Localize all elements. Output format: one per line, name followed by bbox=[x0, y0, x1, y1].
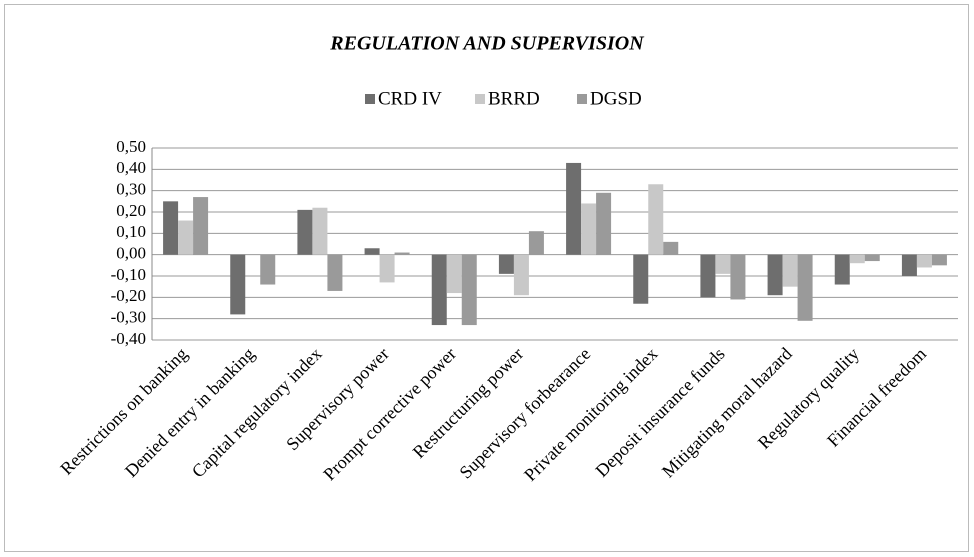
bar bbox=[782, 254, 798, 287]
bar bbox=[864, 254, 880, 262]
bar bbox=[767, 254, 783, 296]
y-tick-label: 0,10 bbox=[116, 222, 146, 241]
bar bbox=[230, 254, 246, 315]
y-tick-label: 0,30 bbox=[116, 180, 146, 199]
bar bbox=[730, 254, 746, 300]
bar bbox=[297, 209, 313, 255]
bar bbox=[715, 254, 731, 274]
bar bbox=[327, 254, 343, 291]
y-tick-label: -0,20 bbox=[111, 286, 146, 305]
bar bbox=[581, 203, 597, 255]
bar bbox=[364, 248, 380, 255]
bar bbox=[498, 254, 514, 274]
bar bbox=[260, 254, 276, 285]
legend-label: CRD IV bbox=[378, 88, 442, 109]
bar bbox=[178, 220, 194, 255]
chart-frame bbox=[4, 4, 969, 552]
y-tick-label: -0,10 bbox=[111, 265, 146, 284]
bar bbox=[446, 254, 462, 294]
legend-swatch bbox=[475, 94, 485, 104]
bar bbox=[849, 254, 865, 264]
bar bbox=[394, 252, 410, 255]
bar bbox=[431, 254, 447, 326]
bar bbox=[528, 231, 544, 255]
bar bbox=[797, 254, 813, 321]
bar bbox=[633, 254, 649, 304]
bar bbox=[461, 254, 477, 326]
legend-swatch bbox=[577, 94, 587, 104]
bar bbox=[379, 254, 395, 283]
legend-label: BRRD bbox=[488, 88, 540, 109]
y-tick-label: 0,00 bbox=[116, 244, 146, 263]
bar bbox=[834, 254, 850, 285]
y-tick-label: 0,20 bbox=[116, 201, 146, 220]
bar bbox=[931, 254, 947, 266]
y-tick-label: 0,40 bbox=[116, 158, 146, 177]
bar bbox=[163, 201, 179, 255]
bar bbox=[193, 197, 209, 255]
y-tick-label: 0,50 bbox=[116, 137, 146, 156]
legend-label: DGSD bbox=[590, 88, 642, 109]
legend-swatch bbox=[365, 94, 375, 104]
chart-title: REGULATION AND SUPERVISION bbox=[329, 33, 645, 55]
bar bbox=[312, 207, 328, 255]
bar bbox=[901, 254, 917, 276]
y-tick-label: -0,30 bbox=[111, 308, 146, 327]
bar bbox=[596, 192, 612, 255]
bar bbox=[648, 184, 664, 255]
y-tick-label: -0,40 bbox=[111, 329, 146, 348]
bar bbox=[700, 254, 716, 298]
bar bbox=[916, 254, 932, 268]
bar bbox=[566, 162, 582, 255]
bar bbox=[513, 254, 529, 296]
bar bbox=[663, 241, 679, 255]
